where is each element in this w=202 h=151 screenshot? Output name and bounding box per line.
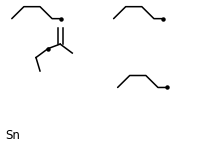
Text: Sn: Sn <box>6 129 21 142</box>
